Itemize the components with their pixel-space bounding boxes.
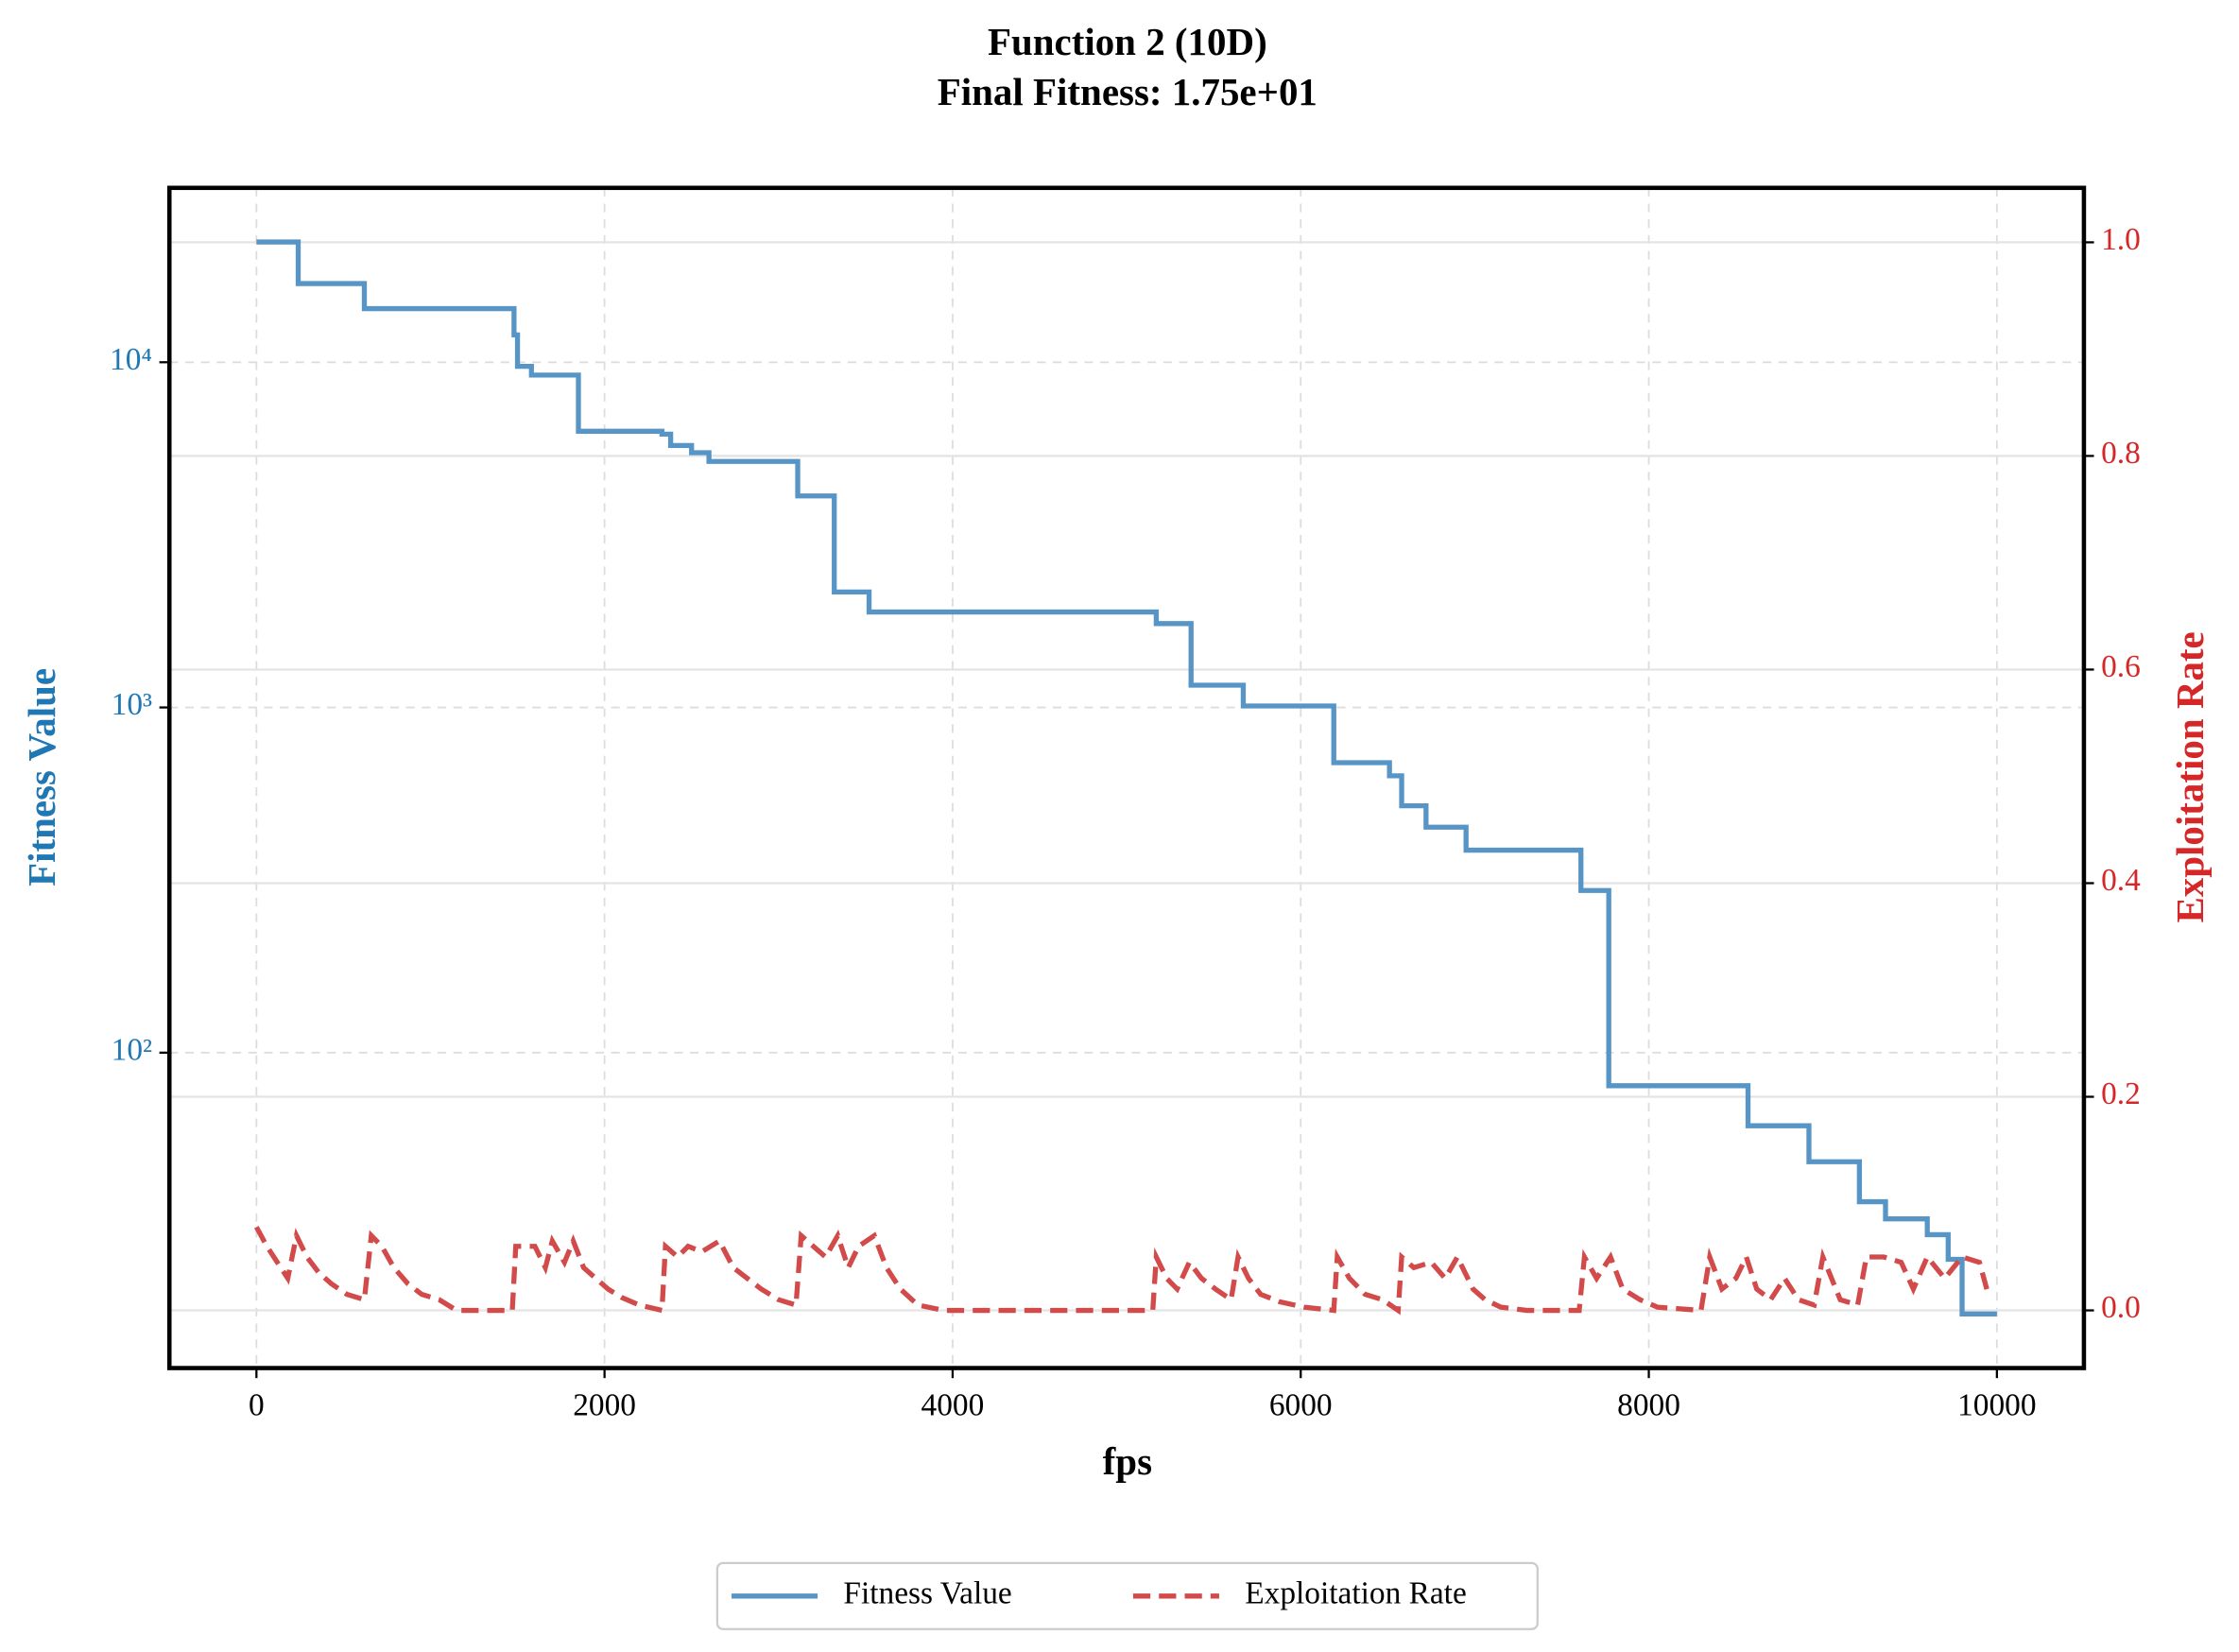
y2-tick-label: 0.8 <box>2101 436 2141 471</box>
x-tick-label: 6000 <box>1269 1388 1333 1423</box>
series-line <box>253 1226 1991 1316</box>
x-tick-label: 8000 <box>1617 1388 1680 1423</box>
y2-tick-label: 0.0 <box>2101 1290 2141 1325</box>
series-line <box>256 239 1997 1316</box>
chart-title: Function 2 (10D) <box>988 20 1267 63</box>
y2-tick-label: 0.2 <box>2101 1076 2141 1111</box>
x-axis-label: fps <box>1103 1439 1152 1483</box>
y2-tick-label: 1.0 <box>2101 222 2141 257</box>
legend-label: Fitness Value <box>843 1575 1011 1610</box>
legend: Fitness Value Exploitation Rate <box>732 1575 1467 1610</box>
grid <box>169 187 2084 1368</box>
x-tick-label: 0 <box>249 1388 265 1423</box>
chart-subtitle: Final Fitness: 1.75e+01 <box>938 70 1318 113</box>
x-tick-label: 10000 <box>1957 1388 2036 1423</box>
y2-tick-label: 0.4 <box>2101 863 2141 898</box>
plot-lines <box>253 239 1997 1316</box>
y-tick-label: 10³ <box>112 687 152 722</box>
plot-frame <box>166 185 2087 1370</box>
y-tick-label: 10² <box>112 1032 152 1067</box>
y-tick-label: 10⁴ <box>110 342 152 377</box>
legend-label: Exploitation Rate <box>1245 1575 1467 1610</box>
ticks: 0 2000 4000 6000 8000 10000 10² 10³ 10⁴ 0.0 0.2 0.4… <box>110 222 2141 1423</box>
x-tick-label: 4000 <box>921 1388 985 1423</box>
y-axis-label: Fitness Value <box>20 668 63 886</box>
legend-box <box>715 1561 1539 1630</box>
x-tick-label: 2000 <box>573 1388 636 1423</box>
y2-tick-label: 0.6 <box>2101 649 2141 684</box>
y2-axis-label: Exploitation Rate <box>2168 631 2212 922</box>
